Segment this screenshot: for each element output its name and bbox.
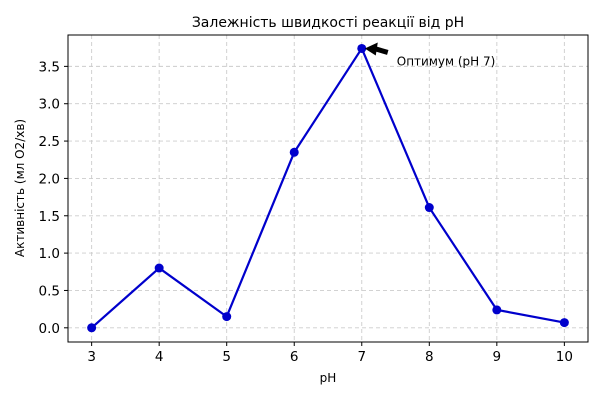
series-group [87,43,569,333]
chart-title: Залежність швидкості реакції від pH [192,15,464,31]
y-tick-label: 1.5 [39,209,60,225]
data-point [492,305,502,315]
y-tick-label: 3.5 [39,59,60,75]
y-tick-label: 0.5 [39,283,60,299]
y-tick-label: 3.0 [39,97,60,113]
y-tick-label: 1.0 [39,246,60,262]
x-tick-label: 6 [290,349,299,365]
annotation-label: Оптимум (pH 7) [397,54,496,68]
annotation: Оптимум (pH 7) [364,42,496,68]
data-point [87,323,97,333]
plot-frame [67,34,589,343]
x-tick-label: 10 [556,349,573,365]
x-tick-label: 7 [357,349,366,365]
y-tick-label: 0.0 [39,321,60,337]
x-tick-label: 4 [155,349,164,365]
x-axis-label: pH [320,371,337,385]
data-point [424,203,434,213]
data-point [357,43,367,53]
data-point [289,147,299,157]
x-tick-label: 8 [425,349,434,365]
y-axis-label: Активність (мл O2/хв) [13,119,27,257]
y-tick-label: 2.0 [39,171,60,187]
annotation-arrow-head [364,42,378,56]
annotation-arrow-shaft [375,46,389,55]
data-point [559,318,569,328]
series-line [90,47,565,329]
grid [68,35,588,342]
y-tick-label: 2.5 [39,134,60,150]
x-tick-label: 9 [493,349,502,365]
data-point [222,312,232,322]
data-point [154,263,164,273]
x-tick-label: 3 [87,349,96,365]
ticks: 3 4 5 6 7 8 9 10 0.0 0.5 1.0 1.5 2.0 2.5 3.0 3.5 [39,59,573,365]
x-tick-label: 5 [222,349,231,365]
